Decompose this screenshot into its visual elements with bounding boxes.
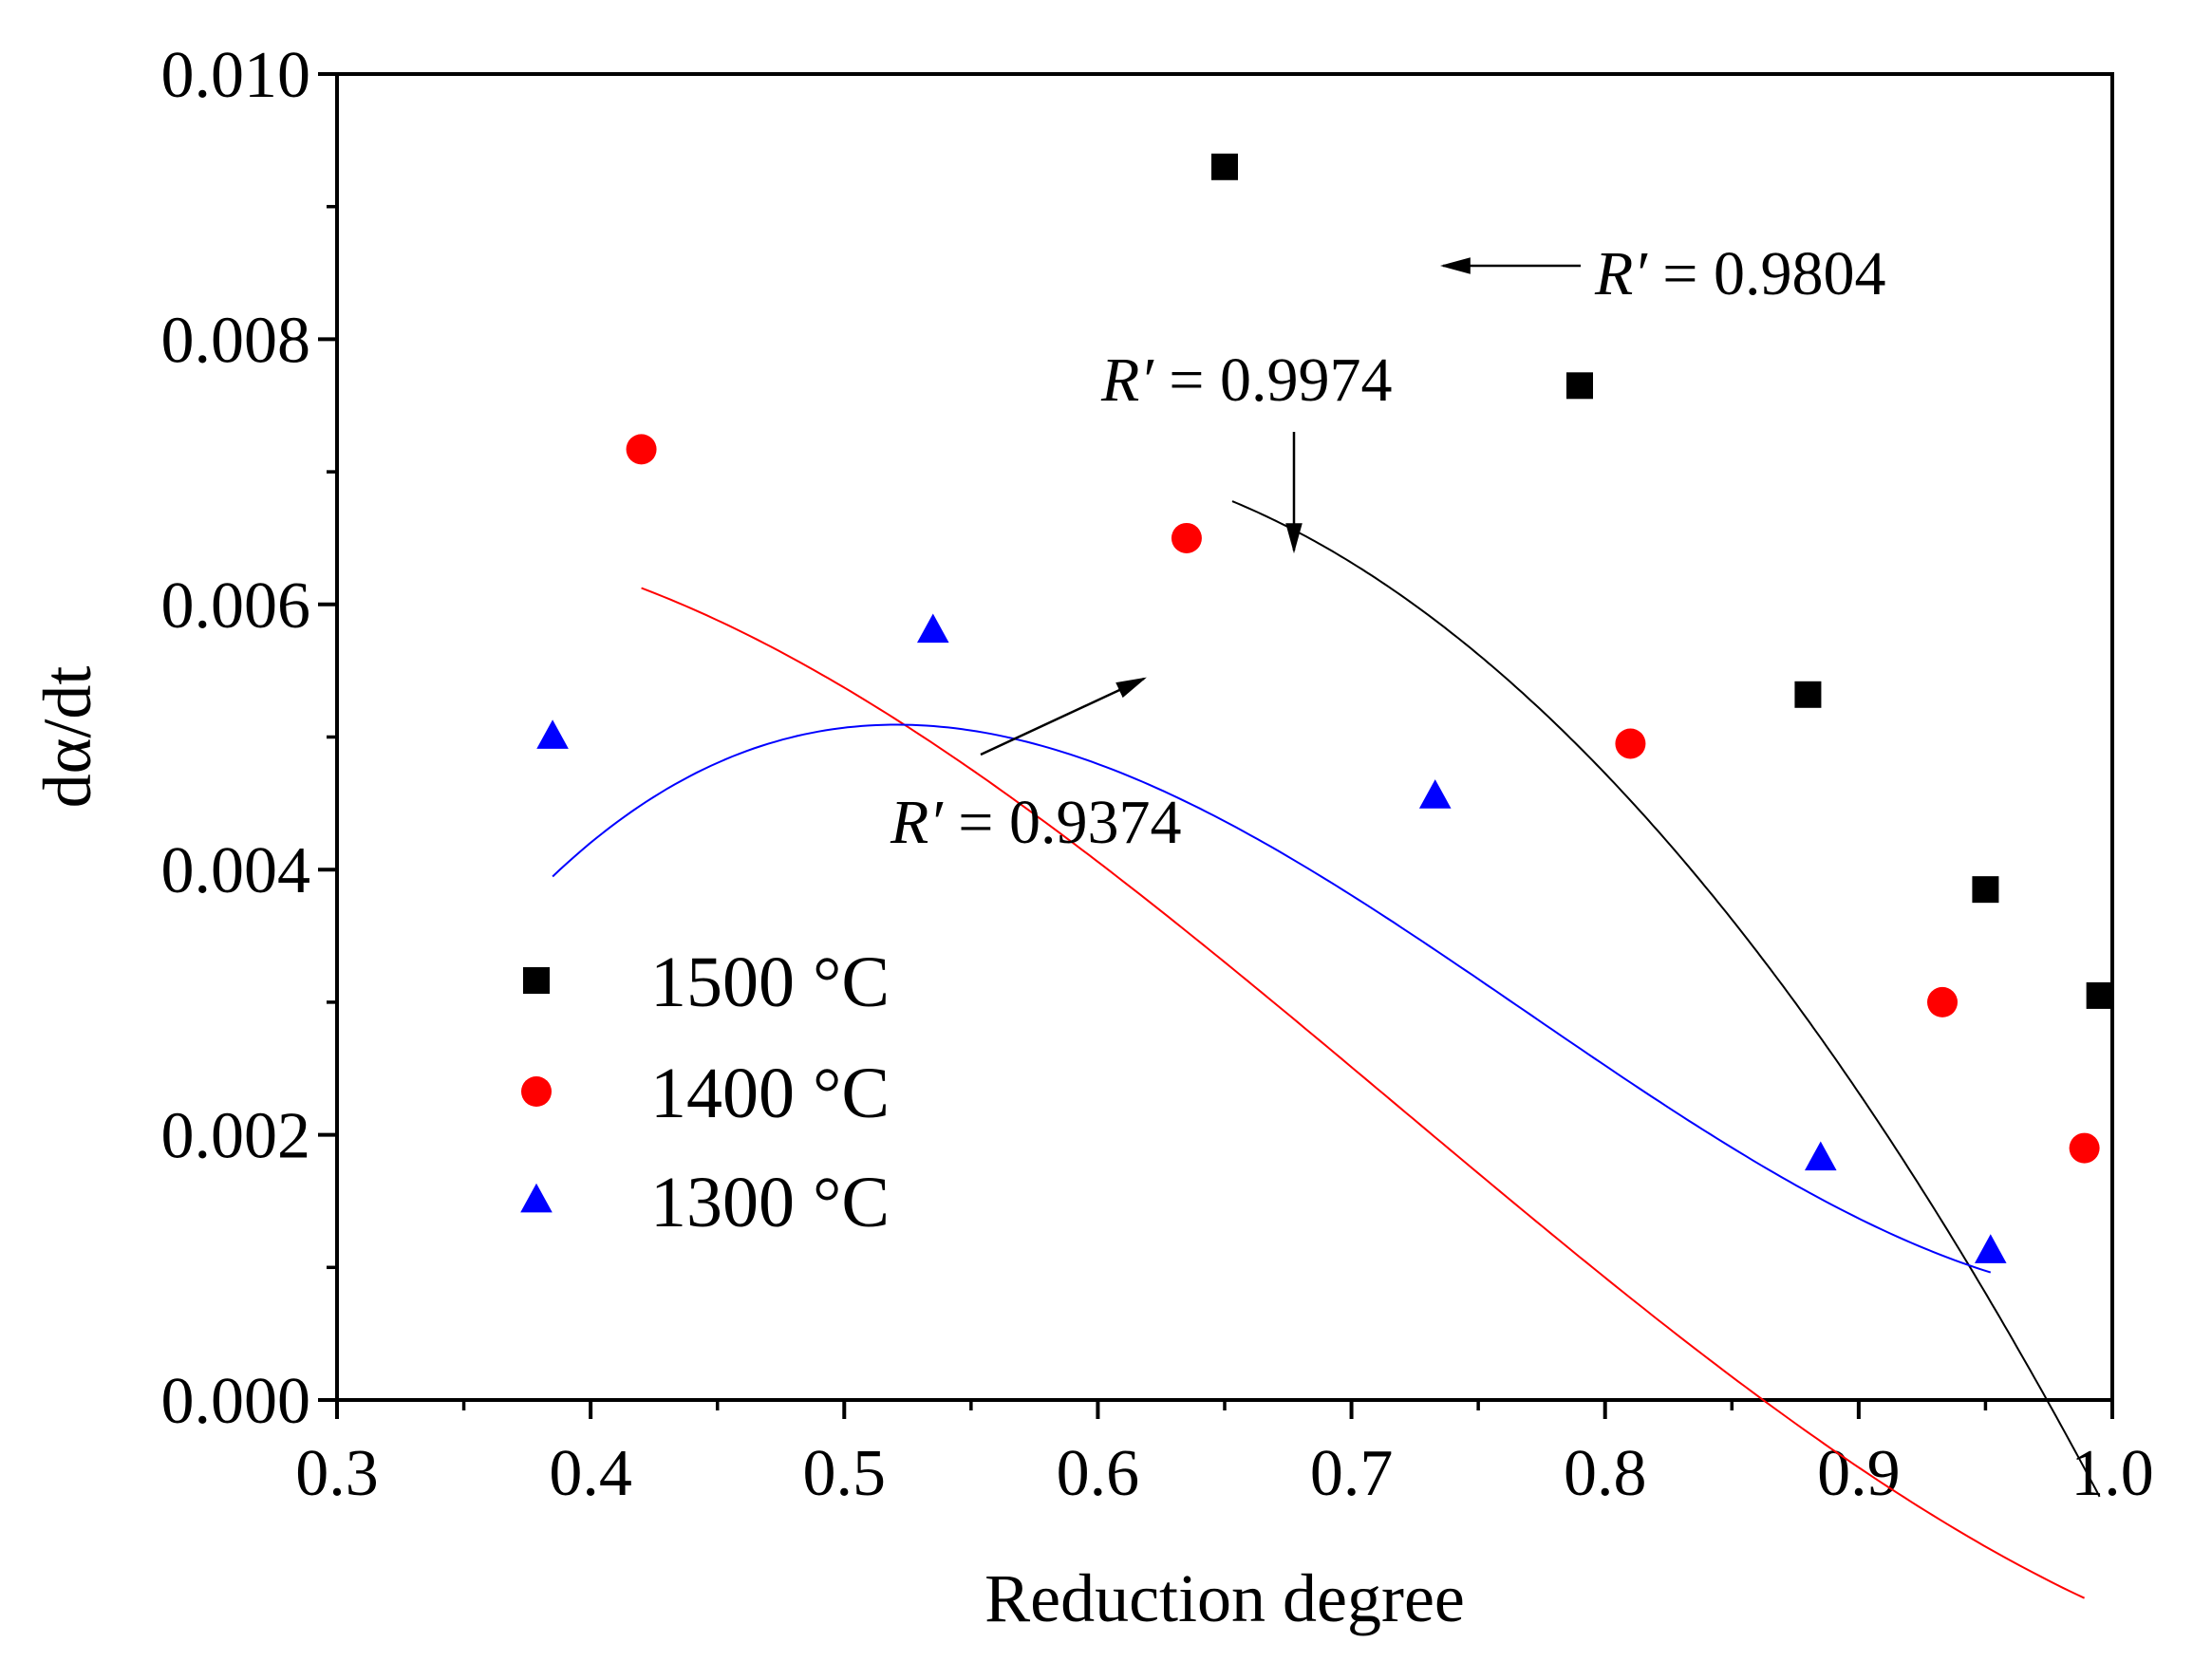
data-point-1300 [536,719,569,749]
annotation-value: = 0.9374 [943,788,1182,857]
data-point-1300 [1804,1141,1837,1171]
x-tick-label: 0.3 [295,1437,379,1510]
y-tick-label: 0.000 [161,1365,311,1438]
data-point-1400 [626,434,657,465]
legend-marker-1300 [520,1183,553,1213]
data-point-1300 [1974,1234,2007,1263]
annotation-value: = 0.9804 [1647,239,1886,308]
x-tick-label: 0.8 [1564,1437,1647,1510]
annotation-label: R′ = 0.9804 [1594,239,1886,308]
annotation-label: R′ = 0.9374 [890,788,1182,857]
fit-curve-1300 [552,723,1992,1274]
data-point-1400 [1927,986,1959,1017]
y-tick-label: 0.002 [161,1100,311,1173]
fit-curves [552,500,2101,1599]
annotation-r-symbol: R′ [1100,345,1154,415]
data-point-1400 [1171,522,1202,553]
y-tick-label: 0.004 [161,834,311,907]
fit-curve-1500 [1231,500,2101,1498]
data-point-1400 [1615,728,1646,759]
annotation-value: = 0.9974 [1153,345,1393,415]
y-axis: 0.000 0.002 0.004 0.006 0.008 0.010 [161,39,337,1438]
x-tick-label: 0.4 [549,1437,632,1510]
y-tick-label: 0.008 [161,304,311,377]
data-point-1500 [2086,981,2113,1009]
x-tick-label: 1.0 [2071,1437,2154,1510]
legend-label: 1400 °C [650,1054,890,1133]
legend-label: 1300 °C [650,1163,890,1242]
x-axis-title: Reduction degree [984,1560,1465,1636]
annotation-label: R′ = 0.9974 [1100,345,1393,415]
legend-label: 1500 °C [650,943,890,1022]
annotation-r-symbol: R′ [890,788,944,857]
data-point-1500 [1211,153,1238,180]
data-point-1500 [1972,876,1999,904]
data-point-1400 [2069,1132,2100,1164]
data-point-1500 [1794,681,1822,708]
data-points [536,153,2113,1263]
data-point-1500 [1566,372,1593,400]
legend: 1500 °C 1400 °C 1300 °C [520,943,890,1242]
x-tick-label: 0.5 [803,1437,887,1510]
x-axis: 0.3 0.4 0.5 0.6 0.7 0.8 0.9 1.0 [295,1400,2154,1510]
y-tick-label: 0.010 [161,39,311,112]
legend-marker-1400 [521,1076,552,1107]
y-tick-label: 0.006 [161,569,311,643]
annotation-r-symbol: R′ [1594,239,1648,308]
y-axis-title: dα/dt [29,666,105,809]
fit-curve-1400 [641,587,2086,1599]
annotation-arrow [980,677,1147,756]
data-point-1300 [916,613,949,644]
data-point-1300 [1418,779,1452,809]
legend-marker-1500 [523,967,550,994]
x-tick-label: 0.6 [1057,1437,1140,1510]
x-tick-label: 0.7 [1310,1437,1394,1510]
